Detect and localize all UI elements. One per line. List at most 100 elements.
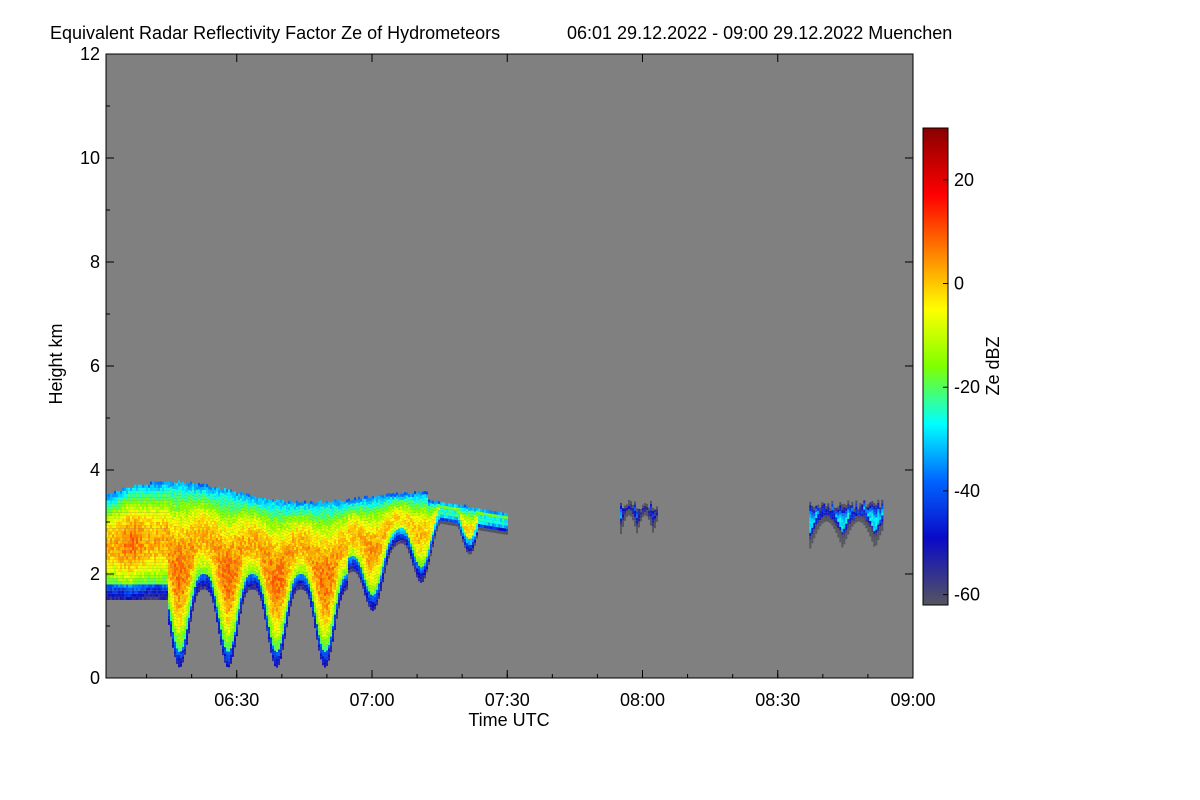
- echo-cell: [190, 615, 192, 619]
- echo-cell: [300, 527, 302, 531]
- echo-cell: [152, 575, 154, 579]
- echo-cell: [162, 503, 164, 507]
- echo-cell: [324, 514, 326, 518]
- echo-cell: [140, 593, 142, 597]
- echo-cell: [180, 495, 182, 499]
- echo-cell: [194, 562, 196, 566]
- echo-cell: [184, 486, 186, 490]
- echo-cell: [336, 559, 338, 563]
- echo-cell: [138, 506, 140, 510]
- echo-cell: [250, 583, 252, 587]
- echo-cell: [174, 588, 176, 592]
- echo-cell: [276, 524, 278, 528]
- echo-cell: [328, 545, 330, 549]
- echo-cell: [338, 555, 340, 559]
- echo-cell: [274, 507, 276, 511]
- echo-cell: [118, 593, 120, 597]
- echo-cell: [298, 558, 300, 562]
- echo-cell: [250, 571, 252, 575]
- echo-cell: [260, 520, 262, 523]
- echo-cell: [132, 487, 134, 491]
- echo-cell: [234, 597, 236, 601]
- echo-cell: [214, 499, 216, 503]
- echo-cell: [244, 557, 246, 560]
- echo-cell: [174, 638, 176, 642]
- echo-cell: [146, 568, 148, 572]
- echo-cell: [332, 638, 334, 642]
- echo-cell: [106, 494, 108, 497]
- echo-cell: [222, 518, 224, 521]
- echo-cell: [312, 535, 314, 539]
- echo-cell: [326, 525, 328, 529]
- echo-cell: [208, 511, 210, 515]
- echo-cell: [262, 537, 264, 541]
- echo-cell: [122, 562, 124, 566]
- echo-cell: [340, 519, 342, 523]
- echo-cell: [182, 559, 184, 563]
- echo-cell: [170, 521, 172, 525]
- echo-cell: [206, 524, 208, 528]
- echo-cell: [162, 550, 164, 554]
- echo-cell: [192, 549, 194, 552]
- echo-cell: [330, 602, 332, 606]
- echo-cell: [202, 527, 204, 531]
- echo-cell: [226, 604, 228, 608]
- echo-cell: [114, 547, 116, 551]
- echo-cell: [220, 529, 222, 533]
- echo-cell: [106, 559, 108, 563]
- echo-cell: [134, 578, 136, 582]
- echo-cell: [166, 559, 168, 563]
- echo-cell: [352, 534, 354, 538]
- echo-cell: [318, 632, 320, 635]
- echo-cell: [286, 505, 288, 509]
- echo-cell: [158, 562, 160, 566]
- echo-cell: [278, 555, 280, 559]
- echo-cell: [276, 592, 278, 596]
- echo-cell: [342, 588, 344, 592]
- echo-cell: [226, 551, 228, 555]
- echo-cell: [238, 552, 240, 556]
- echo-cell: [168, 612, 170, 616]
- echo-cell: [162, 572, 164, 575]
- echo-cell: [226, 663, 228, 667]
- echo-cell: [350, 538, 352, 541]
- echo-cell: [170, 627, 172, 631]
- echo-cell: [174, 557, 176, 561]
- echo-cell: [222, 649, 224, 652]
- echo-cell: [174, 535, 176, 539]
- echo-cell: [316, 630, 318, 634]
- echo-cell: [240, 601, 242, 605]
- echo-cell: [282, 525, 284, 529]
- echo-cell: [284, 595, 286, 599]
- echo-cell: [288, 572, 290, 576]
- echo-cell: [254, 568, 256, 572]
- echo-cell: [204, 505, 206, 509]
- echo-cell: [188, 574, 190, 578]
- echo-cell: [318, 607, 320, 610]
- echo-cell: [162, 559, 164, 563]
- echo-cell: [156, 593, 158, 597]
- echo-cell: [174, 563, 176, 567]
- echo-cell: [202, 514, 204, 518]
- echo-cell: [150, 490, 152, 494]
- echo-cell: [174, 591, 176, 595]
- echo-cell: [206, 499, 208, 503]
- echo-cell: [328, 635, 330, 639]
- echo-cell: [188, 630, 190, 634]
- echo-cell: [196, 583, 198, 587]
- echo-cell: [280, 556, 282, 559]
- echo-cell: [332, 620, 334, 623]
- echo-cell: [298, 518, 300, 522]
- echo-cell: [192, 533, 194, 537]
- echo-cell: [174, 616, 176, 620]
- echo-cell: [280, 634, 282, 637]
- echo-cell: [230, 623, 232, 627]
- echo-cell: [274, 522, 276, 526]
- echo-cell: [270, 525, 272, 529]
- echo-cell: [114, 587, 116, 591]
- echo-cell: [254, 502, 256, 506]
- echo-cell: [278, 568, 280, 572]
- echo-cell: [296, 544, 298, 548]
- echo-cell: [114, 553, 116, 557]
- echo-cell: [168, 600, 170, 604]
